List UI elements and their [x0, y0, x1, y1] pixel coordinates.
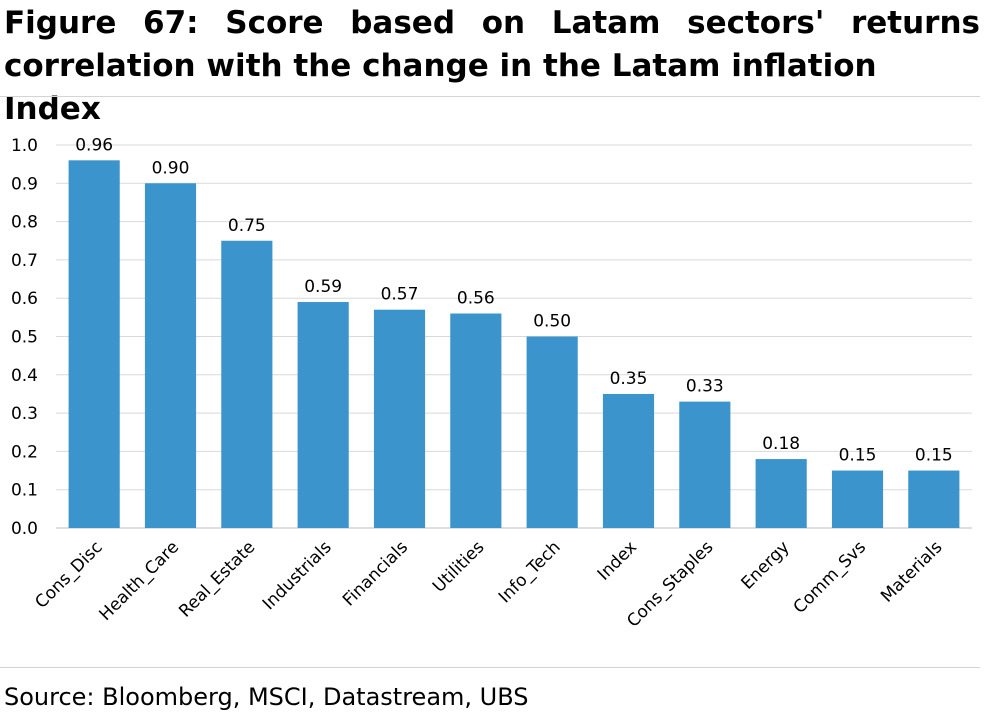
bar-chart: 0.00.10.20.30.40.50.60.70.80.91.0 0.960.… [11, 135, 972, 632]
bar-cons-disc [68, 160, 120, 528]
category-label: Utilities [429, 537, 488, 596]
y-tick-label: 0.0 [11, 519, 38, 539]
y-tick-label: 0.9 [11, 174, 38, 194]
y-tick-label: 0.2 [11, 442, 38, 462]
category-label: Health_Care [96, 537, 183, 624]
value-label: 0.75 [228, 216, 266, 236]
bar-materials [908, 470, 960, 528]
value-label: 0.35 [610, 369, 648, 389]
bar-health-care [144, 183, 197, 529]
figure-title: Figure 67: Score based on Latam sectors'… [4, 2, 980, 131]
y-tick-label: 0.5 [11, 328, 38, 348]
value-label: 0.90 [152, 158, 190, 178]
value-label: 0.15 [915, 446, 953, 466]
grid-lines [56, 144, 972, 529]
value-label: 0.50 [533, 312, 571, 332]
bar-financials [373, 309, 426, 528]
y-tick-label: 0.3 [11, 404, 38, 424]
category-label: Real_Estate [175, 537, 259, 621]
bar-utilities [450, 313, 502, 528]
value-label: 0.56 [457, 289, 495, 309]
y-tick-label: 0.8 [11, 213, 38, 233]
bar-real-estate [221, 240, 273, 528]
bar-info-tech [526, 336, 578, 528]
bar-cons-staples [679, 401, 731, 528]
value-label: 0.96 [75, 135, 113, 155]
y-tick-label: 0.1 [11, 481, 38, 501]
category-label: Index [594, 537, 641, 584]
y-tick-label: 0.4 [11, 366, 38, 386]
value-label: 0.33 [686, 377, 724, 397]
value-label: 0.15 [839, 446, 877, 466]
bar-comm-svs [831, 470, 884, 528]
bars [68, 160, 960, 529]
category-label: Comm_Svs [790, 537, 870, 617]
category-label: Industrials [259, 537, 336, 614]
y-axis-tick-labels: 0.0 0.1 0.2 0.3 0.4 0.5 0.6 0.7 0.8 0.9 1.0 [11, 136, 38, 539]
value-label: 0.57 [381, 285, 419, 305]
category-label: Materials [877, 537, 946, 606]
bar-industrials [297, 302, 349, 528]
figure-title-line-2: correlation with the change in the Latam… [4, 48, 877, 127]
y-tick-label: 0.6 [11, 289, 38, 309]
category-label: Energy [737, 537, 793, 593]
category-label: Financials [339, 537, 412, 610]
figure-title-line-1: Figure 67: Score based on Latam sectors'… [4, 5, 980, 41]
bottom-divider [0, 667, 980, 668]
top-divider [0, 96, 980, 97]
value-labels: 0.96 0.90 0.75 0.59 0.57 0.56 0.50 0.35 0.33 0.18… [75, 135, 953, 465]
y-tick-label: 1.0 [11, 136, 38, 156]
y-tick-label: 0.7 [11, 251, 38, 271]
bar-energy [755, 459, 807, 528]
source-note: Source: Bloomberg, MSCI, Datastream, UBS [4, 683, 529, 711]
value-label: 0.59 [304, 277, 342, 297]
bar-index [602, 393, 655, 528]
category-label: Cons_Disc [31, 537, 106, 612]
value-label: 0.18 [762, 434, 800, 454]
category-label: Info_Tech [495, 537, 565, 607]
